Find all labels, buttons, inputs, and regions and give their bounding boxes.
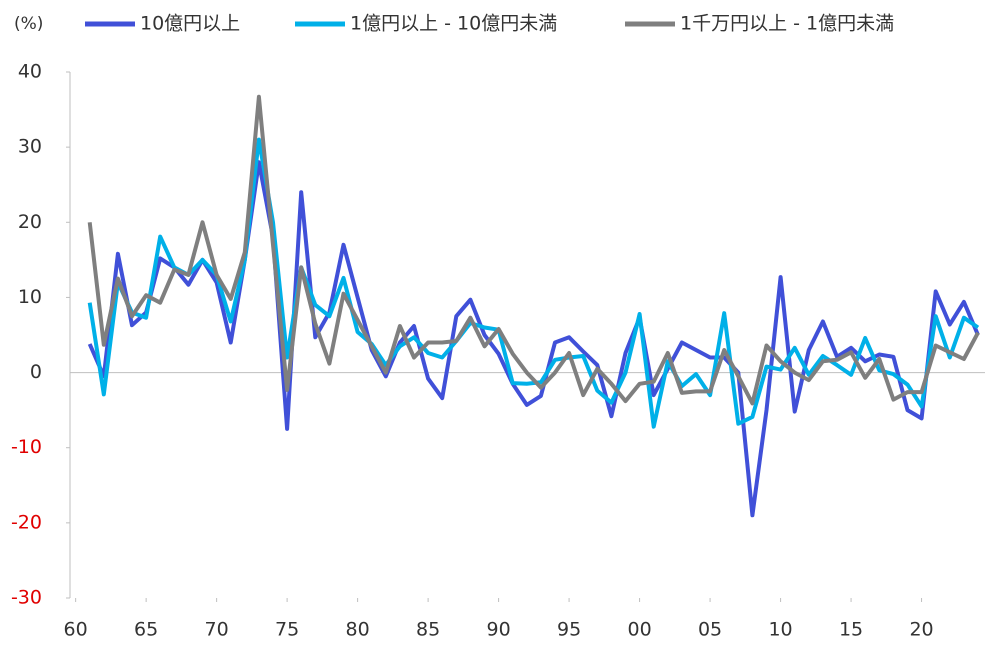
x-tick-label: 70 [205,619,229,641]
y-tick-label: 40 [18,61,42,83]
x-tick-label: 60 [64,619,88,641]
x-tick-label: 90 [487,619,511,641]
y-axis-label: (%) [14,14,43,34]
y-tick-label: -20 [11,511,42,533]
x-tick-label: 85 [416,619,440,641]
x-tick-label: 15 [839,619,863,641]
legend-label: 10億円以上 [140,13,240,35]
x-tick-label: 10 [768,619,792,641]
series-line [87,160,980,518]
x-tick-label: 95 [557,619,581,641]
y-tick-label: 10 [18,286,42,308]
y-tick-label: -30 [11,587,42,609]
x-tick-label: 65 [134,619,158,641]
y-tick-label: 0 [30,361,42,383]
series-line [87,94,980,406]
x-tick-label: 05 [698,619,722,641]
legend-label: 1千万円以上 - 1億円未満 [680,13,894,35]
x-tick-label: 00 [627,619,651,641]
y-tick-label: 30 [18,136,42,158]
x-tick-label: 80 [346,619,370,641]
x-tick-label: 20 [909,619,933,641]
legend-label: 1億円以上 - 10億円未満 [350,13,557,35]
y-tick-label: 20 [18,211,42,233]
x-tick-label: 75 [275,619,299,641]
y-tick-label: -10 [11,436,42,458]
